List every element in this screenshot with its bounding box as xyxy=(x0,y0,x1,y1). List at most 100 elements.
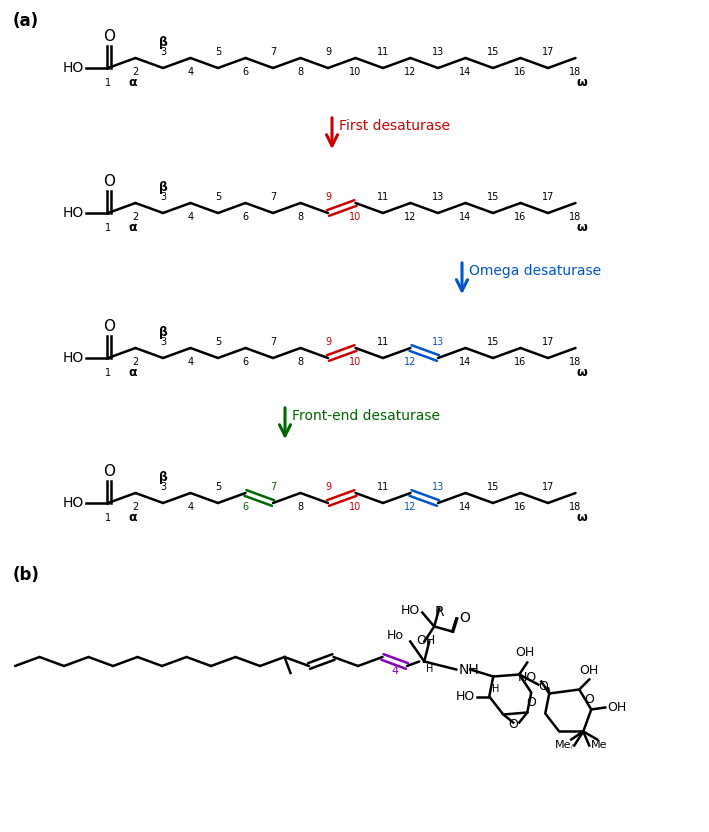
Text: 11: 11 xyxy=(377,482,389,492)
Text: 12: 12 xyxy=(404,502,417,512)
Text: 6: 6 xyxy=(242,357,249,367)
Text: OH: OH xyxy=(580,665,599,677)
Text: 16: 16 xyxy=(514,67,527,77)
Text: 2: 2 xyxy=(133,67,139,77)
Text: OH: OH xyxy=(515,646,535,658)
Text: 9: 9 xyxy=(325,192,331,202)
Text: OH: OH xyxy=(417,633,436,646)
Text: 7: 7 xyxy=(270,192,276,202)
Text: R: R xyxy=(435,605,444,618)
Text: 18: 18 xyxy=(569,212,581,222)
Text: 5: 5 xyxy=(215,482,221,492)
Text: 7: 7 xyxy=(270,482,276,492)
Text: 3: 3 xyxy=(160,482,166,492)
Text: O: O xyxy=(103,464,115,479)
Text: 9: 9 xyxy=(325,482,331,492)
Text: 10: 10 xyxy=(350,67,362,77)
Text: 11: 11 xyxy=(377,192,389,202)
Text: O: O xyxy=(103,319,115,334)
Text: 15: 15 xyxy=(487,192,499,202)
Text: 16: 16 xyxy=(514,212,527,222)
Text: HO: HO xyxy=(63,351,84,365)
Text: 8: 8 xyxy=(298,502,303,512)
Text: 14: 14 xyxy=(459,67,471,77)
Text: 13: 13 xyxy=(432,192,444,202)
Text: 18: 18 xyxy=(569,502,581,512)
Text: 14: 14 xyxy=(459,357,471,367)
Text: 15: 15 xyxy=(487,47,499,57)
Text: 8: 8 xyxy=(298,67,303,77)
Text: 18: 18 xyxy=(569,67,581,77)
Text: O: O xyxy=(538,680,548,693)
Text: 12: 12 xyxy=(404,67,417,77)
Text: 14: 14 xyxy=(459,502,471,512)
Text: O: O xyxy=(526,696,536,709)
Text: /: / xyxy=(571,743,573,748)
Text: OH: OH xyxy=(607,701,627,714)
Text: 11: 11 xyxy=(377,47,389,57)
Text: 1: 1 xyxy=(105,223,111,233)
Text: β: β xyxy=(159,181,167,194)
Text: β: β xyxy=(159,36,167,49)
Text: (a): (a) xyxy=(13,12,39,30)
Text: (b): (b) xyxy=(13,566,40,584)
Text: 3: 3 xyxy=(160,47,166,57)
Text: α: α xyxy=(128,221,137,234)
Text: 16: 16 xyxy=(514,502,527,512)
Text: 13: 13 xyxy=(432,337,444,347)
Text: 10: 10 xyxy=(350,357,362,367)
Text: 13: 13 xyxy=(432,482,444,492)
Text: O: O xyxy=(459,612,470,626)
Text: HO: HO xyxy=(63,206,84,220)
Text: 5: 5 xyxy=(215,192,221,202)
Text: Me: Me xyxy=(591,740,608,750)
Text: 9: 9 xyxy=(325,337,331,347)
Text: 2: 2 xyxy=(133,357,139,367)
Text: 10: 10 xyxy=(350,212,362,222)
Text: 3: 3 xyxy=(160,337,166,347)
Text: α: α xyxy=(128,511,137,524)
Text: 17: 17 xyxy=(542,192,554,202)
Text: 6: 6 xyxy=(242,502,249,512)
Text: 17: 17 xyxy=(542,482,554,492)
Text: 12: 12 xyxy=(404,357,417,367)
Text: 9: 9 xyxy=(325,47,331,57)
Text: 8: 8 xyxy=(298,357,303,367)
Text: Ho: Ho xyxy=(387,629,404,642)
Text: 7: 7 xyxy=(270,337,276,347)
Text: 7: 7 xyxy=(270,47,276,57)
Text: O: O xyxy=(103,174,115,189)
Text: 16: 16 xyxy=(514,357,527,367)
Text: Omega desaturase: Omega desaturase xyxy=(469,264,601,278)
Text: HO: HO xyxy=(63,496,84,510)
Text: 6: 6 xyxy=(242,212,249,222)
Text: 4: 4 xyxy=(187,502,194,512)
Text: NH: NH xyxy=(458,662,479,676)
Text: α: α xyxy=(128,366,137,379)
Text: HO: HO xyxy=(518,671,537,684)
Text: 4: 4 xyxy=(391,666,398,676)
Text: 13: 13 xyxy=(432,47,444,57)
Text: 2: 2 xyxy=(133,212,139,222)
Text: HO: HO xyxy=(63,61,84,75)
Text: 17: 17 xyxy=(542,337,554,347)
Text: 3: 3 xyxy=(160,192,166,202)
Text: 15: 15 xyxy=(487,482,499,492)
Text: O: O xyxy=(584,693,594,706)
Text: α: α xyxy=(128,76,137,89)
Text: 4: 4 xyxy=(187,212,194,222)
Text: 14: 14 xyxy=(459,212,471,222)
Text: 5: 5 xyxy=(215,337,221,347)
Text: 5: 5 xyxy=(215,47,221,57)
Text: HO: HO xyxy=(456,690,475,703)
Text: β: β xyxy=(159,326,167,339)
Text: 11: 11 xyxy=(377,337,389,347)
Text: ω: ω xyxy=(576,221,587,234)
Text: O: O xyxy=(508,718,518,731)
Text: 12: 12 xyxy=(404,212,417,222)
Text: Me: Me xyxy=(554,740,571,750)
Text: ω: ω xyxy=(576,76,587,89)
Text: H: H xyxy=(491,685,499,695)
Text: 10: 10 xyxy=(350,502,362,512)
Text: First desaturase: First desaturase xyxy=(339,118,450,132)
